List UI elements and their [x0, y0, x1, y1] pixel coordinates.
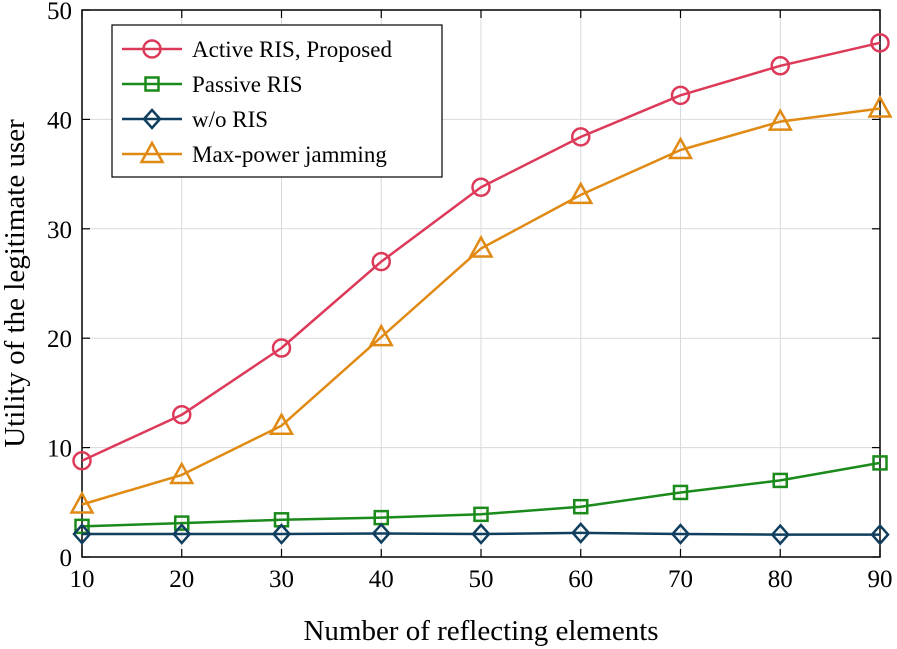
series-line-passive-ris — [81, 461, 881, 528]
data-point-w-o-ris — [371, 522, 391, 545]
y-tick-label: 10 — [47, 436, 72, 463]
y-tick-label: 40 — [47, 107, 72, 134]
legend-label: w/o RIS — [192, 107, 268, 132]
x-tick-label: 90 — [868, 566, 893, 593]
data-point-max-power-jamming — [767, 108, 793, 131]
data-point-active-ris-proposed — [870, 33, 890, 53]
data-point-active-ris-proposed — [670, 85, 691, 106]
x-tick-label: 50 — [469, 566, 494, 593]
y-axis-title: Utility of the legitimate user — [0, 119, 31, 448]
series-group — [69, 33, 893, 546]
y-tick-label: 50 — [47, 0, 72, 25]
data-point-passive-ris — [772, 472, 788, 489]
data-point-max-power-jamming — [468, 234, 494, 258]
data-point-active-ris-proposed — [770, 56, 790, 76]
x-tick-label: 80 — [768, 566, 793, 593]
series-line-max-power-jamming — [81, 107, 881, 506]
series-max-power-jamming — [69, 94, 893, 514]
legend-box — [111, 24, 443, 178]
data-point-passive-ris — [174, 515, 190, 531]
legend-item-active-ris-proposed: Active RIS, Proposed — [122, 37, 392, 62]
legend-marker — [142, 39, 162, 59]
series-active-ris-proposed — [72, 33, 890, 471]
y-tick-label: 30 — [47, 217, 72, 244]
x-tick-label: 10 — [70, 566, 95, 593]
legend-item-max-power-jamming: Max-power jamming — [122, 140, 387, 167]
x-tick-label: 40 — [369, 566, 394, 593]
data-point-passive-ris — [872, 455, 888, 471]
data-point-w-o-ris — [471, 523, 491, 545]
data-point-max-power-jamming — [368, 323, 394, 347]
data-point-active-ris-proposed — [371, 251, 391, 272]
x-tick-label: 70 — [668, 566, 693, 593]
data-point-max-power-jamming — [69, 490, 95, 514]
legend-marker — [139, 140, 165, 164]
data-point-w-o-ris — [172, 523, 192, 545]
data-point-w-o-ris — [770, 523, 790, 546]
legend-label: Passive RIS — [192, 72, 303, 97]
legend-marker — [144, 76, 160, 92]
data-point-w-o-ris — [870, 523, 890, 546]
data-point-max-power-jamming — [568, 181, 594, 205]
data-point-max-power-jamming — [169, 461, 195, 485]
data-point-max-power-jamming — [268, 412, 295, 435]
data-point-active-ris-proposed — [571, 127, 591, 147]
data-point-w-o-ris — [72, 523, 92, 545]
data-point-active-ris-proposed — [72, 450, 92, 471]
series-passive-ris — [74, 455, 888, 535]
data-point-w-o-ris — [670, 523, 691, 545]
legend-item-w-o-ris: w/o RIS — [122, 107, 268, 132]
y-tick-label: 0 — [60, 545, 73, 572]
series-line-w-o-ris — [82, 531, 880, 536]
data-point-w-o-ris — [271, 523, 292, 545]
legend-item-passive-ris: Passive RIS — [122, 72, 303, 97]
data-point-passive-ris — [473, 506, 489, 523]
data-point-passive-ris — [573, 498, 589, 515]
legend: Active RIS, Proposed Passive RIS w/o RIS Ma… — [111, 24, 443, 178]
data-point-active-ris-proposed — [271, 338, 292, 358]
data-point-w-o-ris — [571, 522, 591, 544]
x-tick-label: 20 — [169, 566, 194, 593]
data-point-passive-ris — [672, 484, 689, 501]
data-point-active-ris-proposed — [471, 177, 491, 197]
series-w-o-ris — [72, 522, 890, 546]
x-tick-label: 30 — [269, 566, 294, 593]
legend-marker — [142, 108, 162, 130]
x-axis-title: Number of reflecting elements — [303, 615, 658, 647]
data-point-max-power-jamming — [667, 136, 694, 160]
series-line-active-ris-proposed — [81, 41, 881, 462]
data-point-active-ris-proposed — [172, 405, 192, 425]
y-tick-label: 20 — [47, 326, 72, 353]
x-tick-label: 60 — [568, 566, 593, 593]
legend-label: Max-power jamming — [192, 142, 387, 167]
legend-label: Active RIS, Proposed — [192, 37, 392, 62]
data-point-max-power-jamming — [867, 94, 893, 118]
